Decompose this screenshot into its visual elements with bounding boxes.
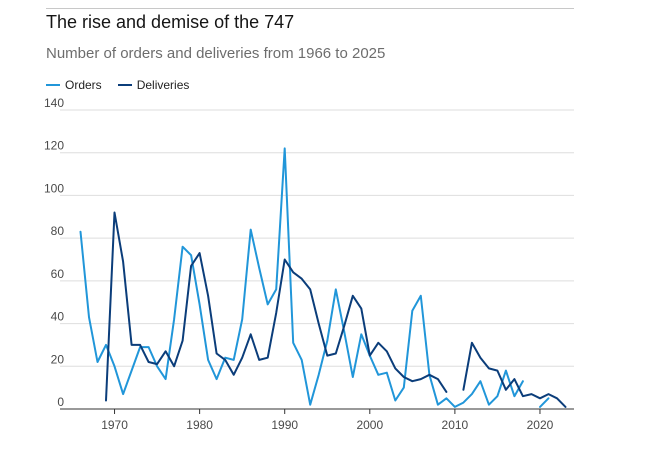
x-tick-label-2010: 2010 xyxy=(442,418,469,432)
legend-label-deliveries: Deliveries xyxy=(136,78,190,92)
series-line-deliveries-2 xyxy=(462,341,567,408)
y-tick-label-140: 140 xyxy=(44,96,64,110)
legend-item-deliveries: Deliveries xyxy=(117,78,190,92)
x-tick-label-2020: 2020 xyxy=(527,418,554,432)
y-tick-label-100: 100 xyxy=(44,181,64,195)
y-tick-label-60: 60 xyxy=(51,267,65,281)
legend: Orders Deliveries xyxy=(46,78,205,92)
chart-title: The rise and demise of the 747 xyxy=(46,12,295,32)
y-tick-label-0: 0 xyxy=(57,395,64,409)
legend-item-orders: Orders xyxy=(46,78,102,92)
y-tick-label-80: 80 xyxy=(51,224,65,238)
y-tick-label-120: 120 xyxy=(44,139,64,153)
series-line-orders-1 xyxy=(79,147,524,408)
y-tick-label-20: 20 xyxy=(51,352,65,366)
legend-swatch-orders xyxy=(46,84,60,86)
chart-subtitle: Number of orders and deliveries from 196… xyxy=(46,45,386,62)
x-tick-label-1990: 1990 xyxy=(271,418,298,432)
legend-label-orders: Orders xyxy=(65,78,102,92)
series-line-orders-2 xyxy=(539,397,550,408)
x-tick-label-2000: 2000 xyxy=(356,418,383,432)
x-tick-label-1980: 1980 xyxy=(186,418,213,432)
legend-swatch-deliveries xyxy=(117,84,132,86)
series-line-deliveries-1 xyxy=(105,211,448,402)
y-tick-label-40: 40 xyxy=(51,310,65,324)
x-tick-label-1970: 1970 xyxy=(101,418,128,432)
top-rule xyxy=(46,8,574,9)
